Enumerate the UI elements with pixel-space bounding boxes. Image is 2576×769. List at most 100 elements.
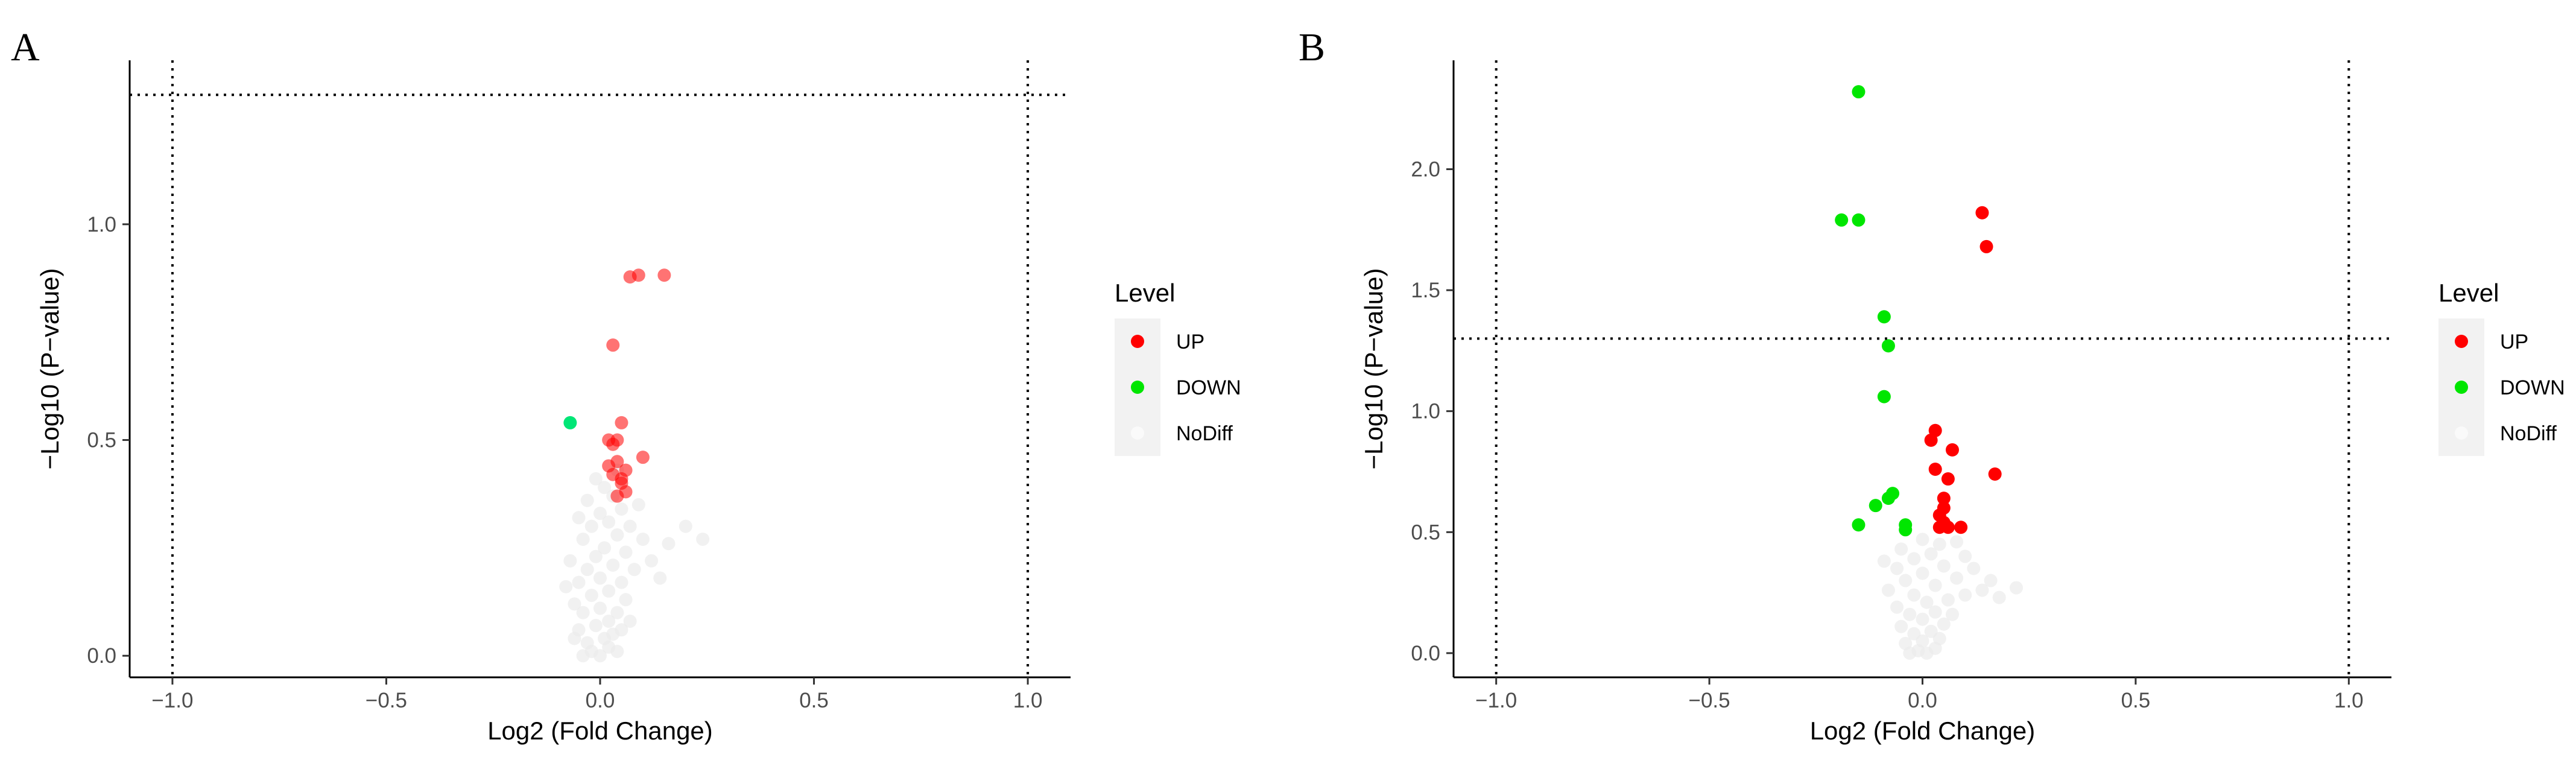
data-point-nodiff — [1907, 627, 1921, 641]
data-point-up — [1937, 492, 1951, 505]
data-point-nodiff — [568, 631, 581, 645]
data-point-nodiff — [598, 541, 612, 555]
data-point-down — [1899, 523, 1913, 537]
data-point-nodiff — [679, 519, 692, 533]
data-point-nodiff — [593, 571, 607, 585]
data-point-nodiff — [559, 580, 573, 593]
data-point-nodiff — [627, 563, 641, 577]
data-point-up — [1932, 521, 1946, 534]
panel-label: B — [1299, 25, 1325, 69]
legend-label-down: DOWN — [1176, 376, 1241, 399]
data-point-up — [610, 433, 624, 447]
data-point-nodiff — [1916, 612, 1929, 626]
legend-swatch-up — [2455, 335, 2468, 348]
data-point-nodiff — [636, 533, 650, 546]
x-tick-label: −0.5 — [366, 689, 407, 712]
data-point-nodiff — [1967, 562, 1981, 575]
legend-swatch-nodiff — [1131, 426, 1144, 440]
y-tick-label: 0.0 — [87, 644, 116, 668]
x-axis-title: Log2 (Fold Change) — [487, 717, 713, 745]
data-point-nodiff — [1950, 571, 1964, 585]
legend-swatch-nodiff — [2455, 426, 2468, 440]
y-tick-label: 0.5 — [87, 429, 116, 452]
data-point-up — [1975, 206, 1989, 220]
data-point-nodiff — [576, 606, 590, 619]
data-point-nodiff — [1928, 605, 1942, 619]
data-point-nodiff — [1920, 595, 1934, 609]
data-point-nodiff — [610, 606, 624, 619]
x-axis-title: Log2 (Fold Change) — [1810, 717, 2036, 745]
data-point-nodiff — [589, 619, 603, 633]
data-point-nodiff — [584, 589, 598, 603]
x-tick-label: −1.0 — [1475, 689, 1517, 712]
x-tick-label: 1.0 — [2334, 689, 2364, 712]
data-point-nodiff — [610, 528, 624, 542]
data-point-nodiff — [1907, 552, 1921, 566]
data-point-nodiff — [593, 507, 607, 521]
data-point-nodiff — [1899, 574, 1913, 587]
data-point-up — [1941, 472, 1955, 486]
x-tick-label: 0.5 — [2121, 689, 2151, 712]
data-point-nodiff — [584, 519, 598, 533]
legend-swatch-up — [1131, 335, 1144, 348]
data-point-nodiff — [615, 502, 628, 516]
data-point-nodiff — [1958, 549, 1972, 563]
data-point-nodiff — [1975, 583, 1989, 597]
y-tick-label: 0.5 — [1411, 521, 1440, 544]
data-point-nodiff — [580, 493, 594, 507]
data-point-nodiff — [593, 601, 607, 615]
data-point-down — [1835, 213, 1849, 227]
data-point-nodiff — [572, 511, 586, 525]
data-point-nodiff — [1890, 600, 1904, 614]
y-tick-label: 1.0 — [1411, 400, 1440, 423]
data-point-nodiff — [1950, 535, 1964, 549]
y-tick-label: 1.0 — [87, 213, 116, 236]
data-point-up — [610, 489, 624, 503]
legend-swatch-down — [2455, 381, 2468, 394]
x-tick-label: 0.0 — [586, 689, 615, 712]
data-point-up — [1954, 521, 1968, 534]
data-point-nodiff — [572, 575, 586, 589]
x-tick-label: 0.0 — [1908, 689, 1937, 712]
data-point-nodiff — [589, 472, 603, 486]
legend-title: Level — [1115, 279, 1175, 307]
data-point-nodiff — [1937, 617, 1951, 631]
data-point-nodiff — [631, 498, 645, 511]
data-point-nodiff — [623, 519, 637, 533]
x-tick-label: 1.0 — [1013, 689, 1043, 712]
data-point-nodiff — [662, 537, 676, 551]
data-point-down — [1881, 492, 1895, 505]
data-point-nodiff — [2010, 581, 2023, 595]
data-point-up — [602, 459, 616, 473]
legend: Level UP DOWN NoDiff — [2438, 279, 2565, 456]
data-point-nodiff — [615, 623, 628, 637]
data-point-up — [1988, 467, 2002, 481]
data-point-nodiff — [580, 563, 594, 577]
legend-label-up: UP — [1176, 331, 1204, 353]
legend-label-nodiff: NoDiff — [1176, 422, 1233, 445]
data-point-nodiff — [1928, 578, 1942, 592]
y-axis-title: −Log10 (P−value) — [1359, 268, 1388, 470]
data-point-nodiff — [1890, 562, 1904, 575]
legend-swatch-down — [1131, 381, 1144, 394]
data-point-up — [1945, 443, 1959, 457]
y-tick-label: 0.0 — [1411, 642, 1440, 665]
data-point-nodiff — [619, 593, 633, 607]
data-point-up — [1924, 433, 1938, 447]
legend-label-up: UP — [2500, 331, 2528, 353]
data-point-nodiff — [568, 597, 581, 611]
data-point-down — [1852, 213, 1866, 227]
data-point-nodiff — [645, 554, 659, 568]
data-point-nodiff — [589, 549, 603, 563]
data-point-nodiff — [1907, 588, 1921, 602]
data-point-nodiff — [1894, 619, 1908, 633]
data-point-nodiff — [1958, 588, 1972, 602]
x-tick-label: 0.5 — [799, 689, 829, 712]
data-point-nodiff — [1916, 566, 1929, 580]
data-point-down — [563, 416, 577, 429]
data-point-nodiff — [1941, 593, 1955, 607]
data-point-nodiff — [576, 533, 590, 546]
data-point-nodiff — [619, 545, 633, 559]
data-point-nodiff — [623, 615, 637, 628]
